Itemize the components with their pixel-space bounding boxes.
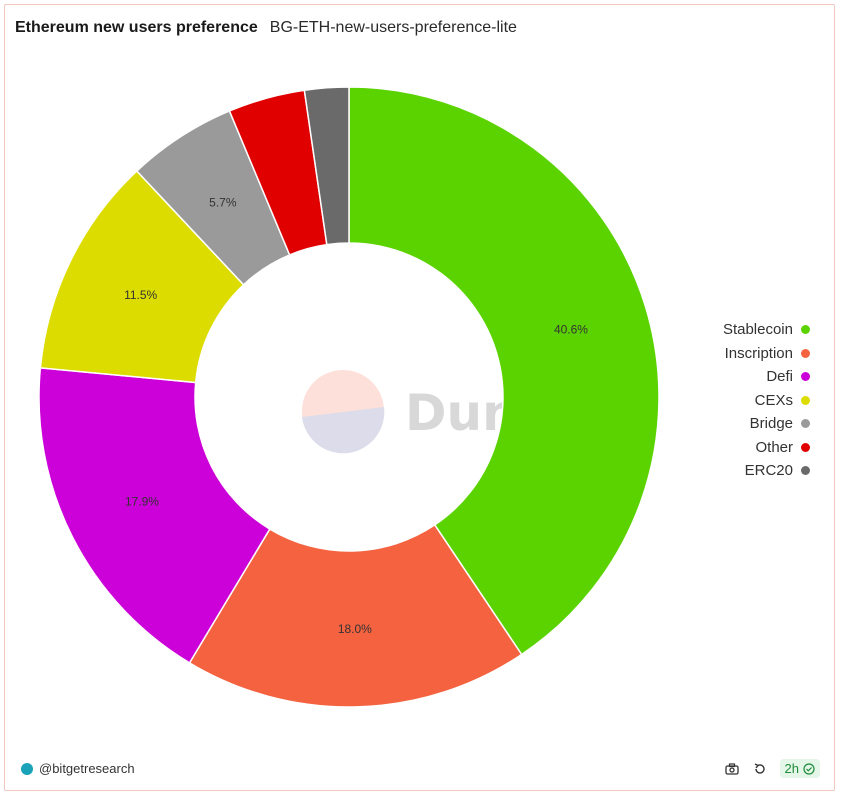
refresh-icon[interactable] <box>752 761 768 777</box>
data-label-inscription: 18.0% <box>338 622 372 636</box>
legend-swatch <box>801 372 810 382</box>
legend-label: Other <box>755 438 793 456</box>
legend-swatch <box>801 395 810 405</box>
chart-title: Ethereum new users preference <box>15 19 258 36</box>
legend-swatch <box>801 419 810 429</box>
legend-item-other[interactable]: Other <box>723 436 810 460</box>
data-label-cexs: 11.5% <box>124 288 157 302</box>
legend-item-stablecoin[interactable]: Stablecoin <box>723 318 810 342</box>
footer-actions: 2h <box>724 759 820 778</box>
chart-header: Ethereum new users preference BG-ETH-new… <box>15 19 517 37</box>
legend-item-inscription[interactable]: Inscription <box>723 342 810 366</box>
data-label-stablecoin: 40.6% <box>554 322 588 336</box>
refresh-age-badge[interactable]: 2h <box>779 759 820 778</box>
legend-label: CEXs <box>754 391 793 409</box>
refresh-age: 2h <box>784 761 799 776</box>
data-label-defi: 17.9% <box>125 495 159 509</box>
legend-swatch <box>801 466 810 476</box>
legend-item-cexs[interactable]: CEXs <box>723 389 810 413</box>
legend-label: Stablecoin <box>722 321 793 339</box>
chart-subtitle: BG-ETH-new-users-preference-lite <box>269 19 517 36</box>
legend-item-erc20[interactable]: ERC20 <box>723 459 810 483</box>
legend-label: Bridge <box>749 415 793 433</box>
slice-inscription[interactable] <box>188 523 523 708</box>
data-label-bridge: 5.7% <box>209 195 237 209</box>
legend-label: Inscription <box>724 344 793 362</box>
legend-swatch <box>801 442 810 452</box>
legend: Stablecoin Inscription Defi CEXs Bridge Other… <box>723 318 810 483</box>
slice-cexs[interactable] <box>39 169 245 384</box>
legend-label: ERC20 <box>744 462 793 480</box>
author-avatar <box>21 762 33 775</box>
slice-erc20[interactable] <box>303 86 350 246</box>
camera-icon[interactable] <box>724 761 740 777</box>
legend-item-bridge[interactable]: Bridge <box>723 412 810 436</box>
legend-label: Defi <box>766 368 793 386</box>
legend-swatch <box>801 325 810 335</box>
slice-stablecoin[interactable] <box>348 86 660 656</box>
slice-defi[interactable] <box>38 367 271 664</box>
author-attribution[interactable]: @bitgetresearch <box>21 761 135 776</box>
author-name: @bitgetresearch <box>39 761 135 776</box>
legend-swatch <box>801 348 810 358</box>
check-circle-icon <box>803 762 815 775</box>
chart-card: Ethereum new users preference BG-ETH-new… <box>4 4 835 791</box>
legend-item-defi[interactable]: Defi <box>723 365 810 389</box>
donut-chart: Dune 40.6%18.0%17.9%11.5%5.7% <box>38 86 660 708</box>
